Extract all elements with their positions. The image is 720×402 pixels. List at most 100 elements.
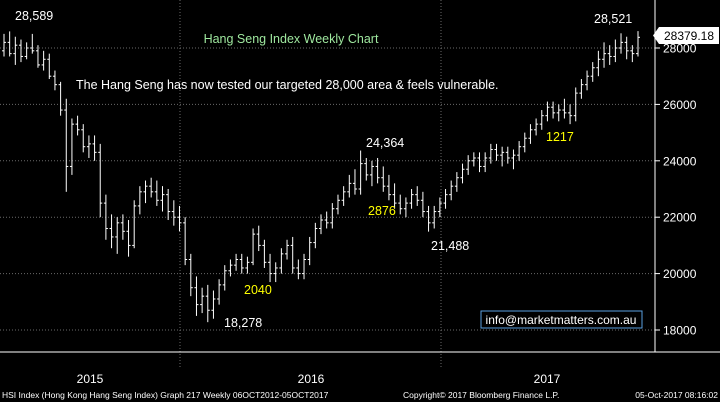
- annotation-move-1217: 1217: [546, 130, 574, 144]
- ohlc-bar: [483, 152, 488, 173]
- y-tick-label: 22000: [663, 211, 697, 225]
- ohlc-bar: [279, 248, 284, 274]
- horizontal-gridlines: [0, 47, 655, 331]
- ohlc-bar: [528, 124, 533, 144]
- ohlc-bar: [522, 132, 527, 153]
- ohlc-bar: [335, 194, 340, 215]
- footer-security: HSI Index (Hong Kong Hang Seng Index) Gr…: [2, 390, 329, 400]
- x-axis: 2015 2016 2017: [77, 372, 561, 386]
- ohlc-bar: [160, 186, 165, 212]
- chart-subtitle: The Hang Seng has now tested our targete…: [76, 78, 499, 92]
- ohlc-bar: [98, 143, 103, 218]
- ohlc-bar: [18, 39, 23, 63]
- ohlc-bar: [132, 200, 137, 249]
- ohlc-bar: [126, 220, 131, 257]
- ohlc-bar: [347, 174, 352, 198]
- ohlc-bar: [494, 143, 499, 161]
- ohlc-bar: [177, 205, 182, 232]
- x-tick-label: 2016: [298, 372, 325, 386]
- ohlc-bar: [409, 189, 414, 209]
- ohlc-bar: [330, 203, 335, 229]
- ohlc-bar: [534, 118, 539, 136]
- ohlc-bar: [234, 253, 239, 271]
- ohlc-bar: [471, 152, 476, 167]
- ohlc-bar: [109, 214, 114, 249]
- ohlc-bar: [194, 276, 199, 316]
- ohlc-bar: [120, 214, 125, 240]
- ohlc-bar: [313, 222, 318, 249]
- ohlc-bar: [171, 200, 176, 226]
- ohlc-bar: [69, 118, 74, 175]
- ohlc-bar: [2, 33, 6, 57]
- y-tick-label: 20000: [663, 267, 697, 281]
- ohlc-bar: [24, 42, 29, 60]
- ohlc-bar: [573, 87, 578, 122]
- ohlc-bar: [602, 42, 607, 68]
- ohlc-bar: [624, 36, 629, 60]
- ohlc-bar: [403, 197, 408, 218]
- ohlc-bar: [58, 81, 63, 116]
- footer-copyright: Copyright© 2017 Bloomberg Finance L.P.: [403, 390, 559, 400]
- ohlc-bar: [539, 110, 544, 130]
- ohlc-bar: [166, 189, 171, 221]
- annotation-high-2016: 24,364: [366, 136, 404, 150]
- ohlc-bar: [256, 225, 261, 252]
- annotation-move-2040: 2040: [244, 283, 272, 297]
- ohlc-bar: [443, 189, 448, 209]
- ohlc-bar: [630, 45, 635, 63]
- ohlc-bar: [115, 217, 120, 254]
- ohlc-bar: [52, 70, 57, 91]
- ohlc-bar: [211, 290, 216, 319]
- ohlc-bar: [466, 155, 471, 175]
- ohlc-bar: [392, 183, 397, 209]
- chart-title: Hang Seng Index Weekly Chart: [204, 32, 379, 46]
- ohlc-bar: [488, 143, 493, 164]
- ohlc-bar: [245, 256, 250, 274]
- ohlc-bar: [341, 186, 346, 206]
- ohlc-bar: [352, 169, 357, 195]
- ohlc-bar: [432, 205, 437, 229]
- ohlc-bar: [137, 186, 142, 215]
- ohlc-bar: [517, 141, 522, 161]
- footer-timestamp: 05-Oct-2017 08:16:02: [635, 390, 718, 400]
- contact-box[interactable]: info@marketmatters.com.au: [480, 310, 643, 329]
- ohlc-bar: [454, 172, 459, 192]
- ohlc-bar: [35, 45, 40, 68]
- x-tick-label: 2015: [77, 372, 104, 386]
- ohlc-bar: [268, 253, 273, 283]
- ohlc-bar: [579, 79, 584, 99]
- ohlc-bar: [375, 157, 380, 184]
- ohlc-bar: [7, 31, 12, 57]
- ohlc-bar: [449, 180, 454, 201]
- vertical-gridlines: [179, 0, 442, 368]
- ohlc-bar: [415, 186, 420, 206]
- ohlc-bar: [217, 279, 222, 305]
- ohlc-bar: [562, 98, 567, 119]
- ohlc-bar: [239, 253, 244, 274]
- ohlc-bar: [319, 214, 323, 235]
- annotation-low-2016: 18,278: [224, 316, 262, 330]
- ohlc-bar: [205, 284, 210, 323]
- ohlc-bar: [200, 287, 205, 314]
- ohlc-bar: [358, 150, 363, 195]
- annotation-move-2876: 2876: [368, 204, 396, 218]
- ohlc-bar: [324, 211, 329, 229]
- ohlc-bar: [41, 50, 46, 71]
- ohlc-bar: [381, 166, 386, 192]
- ohlc-bar: [302, 253, 307, 280]
- contact-email[interactable]: info@marketmatters.com.au: [486, 313, 637, 327]
- ohlc-bar: [511, 149, 516, 170]
- y-tick-label: 28000: [663, 42, 697, 56]
- ohlc-bar: [596, 50, 601, 77]
- ohlc-bar: [149, 177, 154, 198]
- ohlc-bar: [590, 62, 595, 82]
- annotation-high-2017: 28,521: [594, 12, 632, 26]
- ohlc-bars: [2, 31, 640, 323]
- ohlc-bar: [307, 236, 312, 266]
- ohlc-bar: [262, 239, 267, 268]
- ohlc-bar: [500, 146, 505, 167]
- annotation-low-2016b: 21,488: [431, 239, 469, 253]
- ohlc-bar: [92, 135, 97, 161]
- ohlc-bar: [619, 33, 624, 54]
- ohlc-bar: [183, 217, 188, 266]
